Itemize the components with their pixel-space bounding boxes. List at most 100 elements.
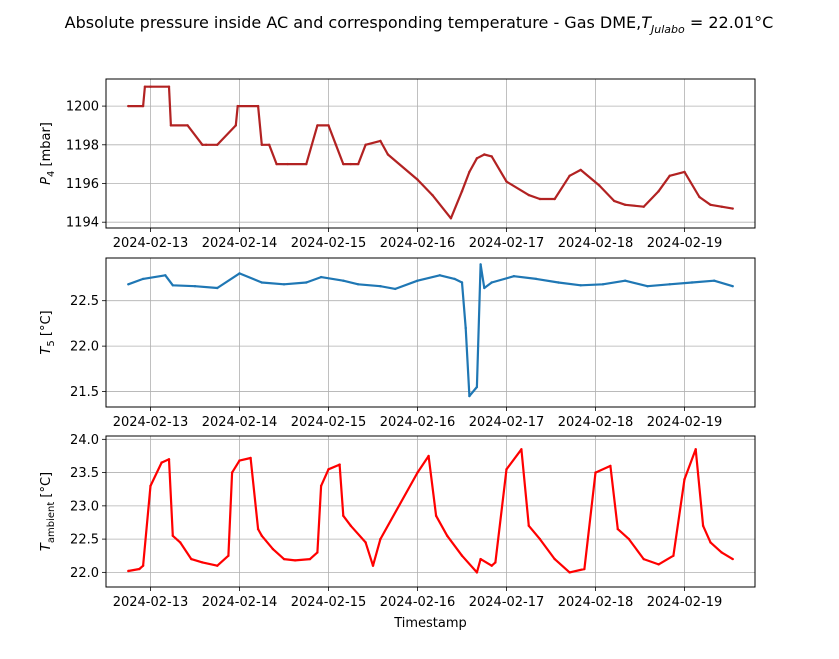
data-point <box>127 283 130 286</box>
data-point <box>568 571 571 574</box>
data-point <box>179 541 182 544</box>
data-point <box>286 162 289 166</box>
subplot-1: 2024-02-13 2024-02-14 2024-02-15 2024-02-16… <box>39 78 756 251</box>
y-tick-label: 1198 <box>66 138 99 153</box>
data-point <box>520 448 523 451</box>
series-line-1 <box>128 448 734 574</box>
data-point <box>164 274 167 277</box>
data-point <box>227 554 230 557</box>
axes-frame <box>105 78 756 229</box>
data-point <box>434 514 438 517</box>
data-point <box>167 458 171 461</box>
data-point <box>416 279 419 282</box>
y-label-sub: 4 <box>46 171 57 177</box>
data-point <box>657 563 660 566</box>
data-point <box>379 285 382 288</box>
x-tick-label: 2024-02-13 <box>113 236 189 251</box>
data-point <box>464 326 467 330</box>
data-point <box>598 184 601 187</box>
data-point <box>683 170 686 174</box>
x-tick-label: 2024-02-14 <box>202 415 278 430</box>
data-point <box>460 554 464 557</box>
data-point <box>327 468 330 471</box>
data-point <box>731 557 734 561</box>
data-point <box>171 284 174 287</box>
y-tick-label: 22.0 <box>70 566 99 581</box>
data-point <box>698 195 701 199</box>
data-point <box>236 104 239 108</box>
data-point <box>127 104 130 108</box>
data-point <box>490 281 493 284</box>
data-point <box>249 456 252 460</box>
data-point <box>527 524 530 527</box>
data-point <box>483 286 486 290</box>
y-label-var: T <box>39 542 54 551</box>
data-point <box>256 104 260 108</box>
axes-frame <box>105 435 756 588</box>
data-point <box>505 468 508 471</box>
data-point <box>446 534 449 537</box>
data-point <box>720 551 723 554</box>
y-tick-label: 22.5 <box>70 533 99 548</box>
figure-title: Absolute pressure inside AC and correspo… <box>65 13 774 36</box>
x-tick-label: 2024-02-17 <box>469 236 545 251</box>
x-tick-label: 2024-02-16 <box>380 415 456 430</box>
data-point <box>127 569 130 573</box>
data-point <box>538 197 542 201</box>
x-tick-label: 2024-02-19 <box>647 595 723 610</box>
data-point <box>416 178 419 181</box>
data-point <box>453 277 456 281</box>
series-line-1 <box>127 263 734 398</box>
x-tick-label: 2024-02-19 <box>647 415 723 430</box>
x-axis-label: Timestamp <box>393 616 467 631</box>
data-point <box>260 281 263 284</box>
data-point <box>505 180 508 183</box>
x-tick-label: 2024-02-18 <box>558 236 634 251</box>
axes-frame <box>105 257 756 408</box>
data-point <box>668 283 671 286</box>
data-point <box>256 527 260 531</box>
data-point <box>342 514 345 517</box>
data-point <box>690 281 694 284</box>
data-point <box>379 537 382 541</box>
data-point <box>427 454 430 458</box>
data-point <box>149 85 152 88</box>
data-point <box>327 124 330 127</box>
data-point <box>305 162 308 166</box>
data-point <box>449 217 453 220</box>
x-tick-label: 2024-02-16 <box>380 236 456 251</box>
data-point <box>282 557 286 561</box>
title-var: T <box>641 13 652 32</box>
data-point <box>386 153 390 156</box>
data-point <box>349 524 352 527</box>
data-point <box>479 263 482 266</box>
x-tick-label: 2024-02-14 <box>202 595 278 610</box>
data-point <box>216 564 219 567</box>
data-point <box>364 143 367 146</box>
data-point <box>271 547 275 551</box>
y-label-var: P <box>39 177 54 185</box>
y-label-var: T <box>39 346 54 355</box>
data-point <box>731 285 734 288</box>
data-point <box>475 571 479 574</box>
series-line-1 <box>128 85 733 220</box>
y-label-unit: [°C] <box>39 310 54 340</box>
data-point <box>713 279 716 282</box>
y-tick-label: 22.5 <box>70 294 99 309</box>
data-point <box>579 168 582 172</box>
subplot-2: 2024-02-13 2024-02-14 2024-02-15 2024-02-16… <box>39 257 756 430</box>
data-point <box>601 283 605 286</box>
data-point <box>138 567 141 571</box>
data-point <box>216 143 219 146</box>
data-point <box>260 534 263 537</box>
data-point <box>186 124 189 127</box>
data-point <box>316 124 319 127</box>
x-tick-label: 2024-02-13 <box>113 595 189 610</box>
data-point <box>316 551 319 554</box>
data-point <box>483 153 486 156</box>
data-point <box>535 277 538 281</box>
data-point <box>201 143 204 146</box>
data-point <box>709 203 712 206</box>
data-point <box>275 162 278 166</box>
